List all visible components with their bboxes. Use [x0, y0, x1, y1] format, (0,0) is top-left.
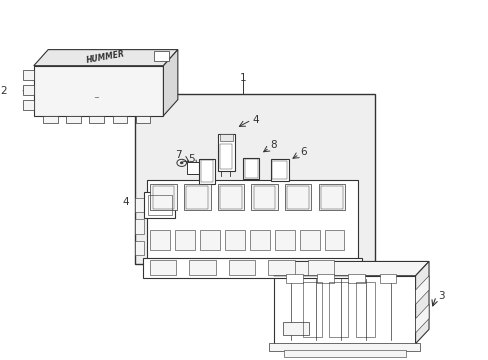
Bar — [201, 160, 212, 182]
Bar — [153, 186, 174, 208]
Bar — [112, 116, 127, 123]
Bar — [134, 198, 144, 212]
Bar — [270, 159, 288, 181]
Bar — [282, 322, 308, 335]
Bar — [287, 186, 308, 208]
Bar — [217, 134, 234, 171]
Bar — [134, 219, 144, 234]
Polygon shape — [34, 50, 178, 66]
Bar — [285, 184, 311, 210]
Text: 8: 8 — [270, 140, 277, 150]
Bar — [325, 230, 344, 249]
Bar — [43, 116, 58, 123]
Bar — [23, 85, 34, 95]
Bar — [275, 230, 294, 249]
Polygon shape — [273, 276, 415, 343]
Bar — [134, 241, 144, 255]
Bar — [302, 282, 321, 337]
Bar — [186, 186, 208, 208]
Bar — [150, 260, 176, 275]
Text: 3: 3 — [437, 291, 444, 301]
Bar — [23, 70, 34, 80]
Polygon shape — [415, 261, 428, 343]
Bar — [355, 282, 374, 337]
Bar — [347, 274, 365, 283]
Text: 2: 2 — [0, 86, 7, 96]
Bar — [228, 260, 255, 275]
Text: 6: 6 — [300, 147, 306, 157]
Bar — [285, 274, 302, 283]
Bar — [272, 161, 286, 179]
Polygon shape — [273, 261, 428, 276]
Bar — [23, 100, 34, 111]
Bar — [154, 51, 168, 62]
Bar — [300, 230, 319, 249]
Bar — [220, 186, 241, 208]
Polygon shape — [415, 304, 428, 333]
Bar — [267, 260, 294, 275]
Bar — [251, 184, 277, 210]
Polygon shape — [34, 66, 163, 116]
Text: 5: 5 — [187, 154, 194, 163]
Bar — [175, 230, 194, 249]
Bar — [318, 184, 344, 210]
Bar — [283, 350, 405, 357]
Bar — [250, 230, 269, 249]
Bar — [150, 184, 177, 210]
Bar — [253, 186, 275, 208]
Bar — [144, 192, 175, 217]
Polygon shape — [415, 276, 428, 304]
Bar — [142, 257, 361, 278]
Bar — [307, 260, 333, 275]
Polygon shape — [187, 162, 213, 174]
Bar — [328, 282, 347, 337]
Text: 4: 4 — [122, 197, 129, 207]
Bar — [379, 274, 396, 283]
Bar — [317, 274, 333, 283]
Bar — [242, 158, 259, 179]
Bar — [220, 144, 232, 169]
Bar — [189, 260, 215, 275]
Text: 1: 1 — [239, 73, 245, 83]
Text: 7: 7 — [175, 150, 181, 160]
Bar — [148, 195, 171, 215]
Bar — [320, 186, 342, 208]
Bar — [150, 230, 169, 249]
Bar — [268, 343, 420, 351]
Bar — [244, 159, 257, 178]
Text: ~: ~ — [93, 95, 99, 101]
Bar — [217, 184, 244, 210]
Text: 4: 4 — [252, 115, 258, 125]
Bar — [183, 184, 210, 210]
Bar — [146, 180, 357, 258]
Bar — [66, 116, 81, 123]
Polygon shape — [163, 50, 178, 116]
Bar — [200, 230, 219, 249]
Bar — [225, 230, 244, 249]
Bar — [135, 116, 150, 123]
Bar — [219, 134, 232, 141]
Bar — [199, 158, 214, 184]
Text: HUMMER: HUMMER — [86, 50, 125, 66]
Bar — [134, 94, 374, 264]
Circle shape — [180, 162, 183, 164]
Bar — [89, 116, 103, 123]
